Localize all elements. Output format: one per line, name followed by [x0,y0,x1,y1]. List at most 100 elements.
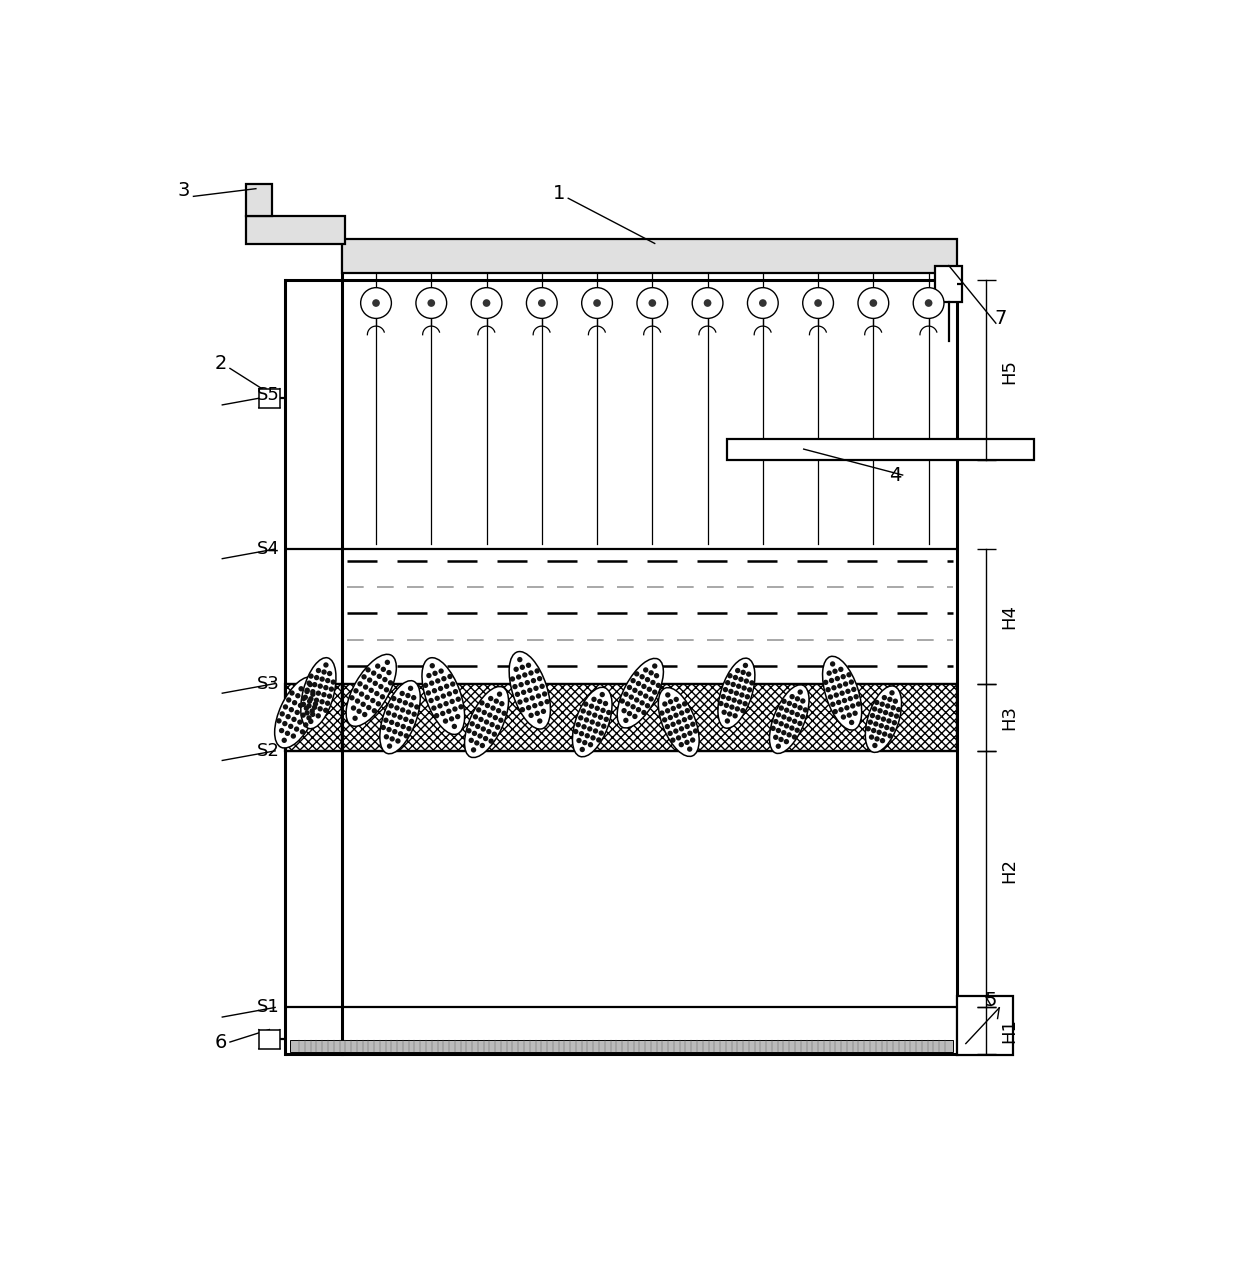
Circle shape [475,724,480,729]
Circle shape [526,705,531,710]
Circle shape [429,681,434,686]
Circle shape [879,723,884,728]
Circle shape [303,695,308,700]
Circle shape [453,706,458,711]
Circle shape [310,709,315,714]
Text: 3: 3 [177,181,190,200]
Circle shape [684,708,691,714]
Circle shape [725,696,732,701]
Circle shape [759,299,766,307]
Circle shape [523,697,528,702]
Circle shape [649,299,656,307]
Circle shape [317,706,322,711]
Circle shape [667,715,673,720]
Circle shape [575,721,580,728]
Circle shape [590,735,595,741]
Circle shape [306,704,311,709]
Circle shape [352,715,358,721]
Circle shape [512,683,517,690]
Circle shape [869,713,875,718]
Circle shape [539,683,544,689]
Circle shape [740,708,745,714]
Circle shape [277,718,281,724]
Circle shape [730,682,735,687]
Circle shape [800,699,806,704]
Circle shape [882,732,888,737]
Circle shape [374,663,381,668]
Circle shape [873,721,878,727]
Circle shape [866,727,870,732]
Circle shape [537,676,542,681]
Circle shape [513,667,518,672]
Circle shape [673,713,678,718]
Circle shape [573,729,578,734]
Circle shape [441,676,446,681]
Circle shape [880,738,885,743]
Ellipse shape [274,677,320,748]
Circle shape [737,699,743,705]
Circle shape [298,702,303,708]
Circle shape [392,713,397,718]
Circle shape [366,705,372,710]
Circle shape [356,709,362,714]
Circle shape [516,675,521,680]
Circle shape [795,711,800,718]
Bar [247,216,345,245]
Circle shape [786,701,792,706]
Text: 5: 5 [985,992,997,1011]
Circle shape [325,700,330,706]
Circle shape [600,708,605,713]
Circle shape [446,709,451,714]
Text: S1: S1 [257,998,280,1017]
Circle shape [872,743,878,748]
Bar [957,995,1013,1055]
Circle shape [735,668,740,673]
Circle shape [734,691,739,696]
Circle shape [893,699,898,704]
Circle shape [425,690,432,696]
Circle shape [847,672,852,677]
Circle shape [392,729,398,734]
Circle shape [527,288,557,318]
Circle shape [295,694,300,699]
Circle shape [849,720,854,725]
Circle shape [802,708,808,713]
Circle shape [687,747,692,752]
Circle shape [525,680,529,685]
Circle shape [738,677,744,682]
Circle shape [455,714,460,719]
Circle shape [453,689,459,695]
Circle shape [844,705,849,710]
Circle shape [644,667,649,672]
Circle shape [438,704,443,709]
Circle shape [733,675,738,680]
Circle shape [742,685,746,691]
Circle shape [646,686,652,692]
Circle shape [579,730,584,737]
Circle shape [823,680,828,685]
Circle shape [399,691,405,696]
Circle shape [410,695,417,700]
Circle shape [887,696,893,702]
Text: S2: S2 [257,742,280,760]
Circle shape [851,687,857,692]
Circle shape [668,699,673,705]
Circle shape [500,701,505,706]
Circle shape [497,691,502,697]
Circle shape [634,671,640,677]
Circle shape [858,288,889,318]
Circle shape [299,686,304,691]
Circle shape [649,696,653,701]
Circle shape [481,710,487,715]
Circle shape [656,682,661,689]
Circle shape [288,724,294,729]
Circle shape [584,718,589,723]
Circle shape [580,709,587,714]
Circle shape [489,696,494,701]
Circle shape [773,734,779,741]
Circle shape [737,683,742,689]
Ellipse shape [822,657,862,730]
Circle shape [397,697,402,704]
Circle shape [887,718,892,724]
Circle shape [842,697,847,704]
